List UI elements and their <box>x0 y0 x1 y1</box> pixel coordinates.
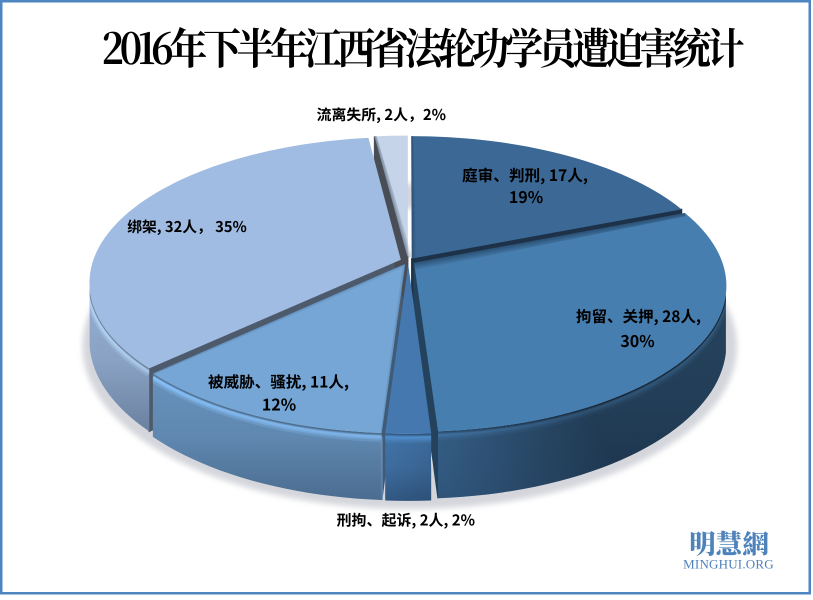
svg-text:MINGHUI.ORG: MINGHUI.ORG <box>683 557 774 572</box>
